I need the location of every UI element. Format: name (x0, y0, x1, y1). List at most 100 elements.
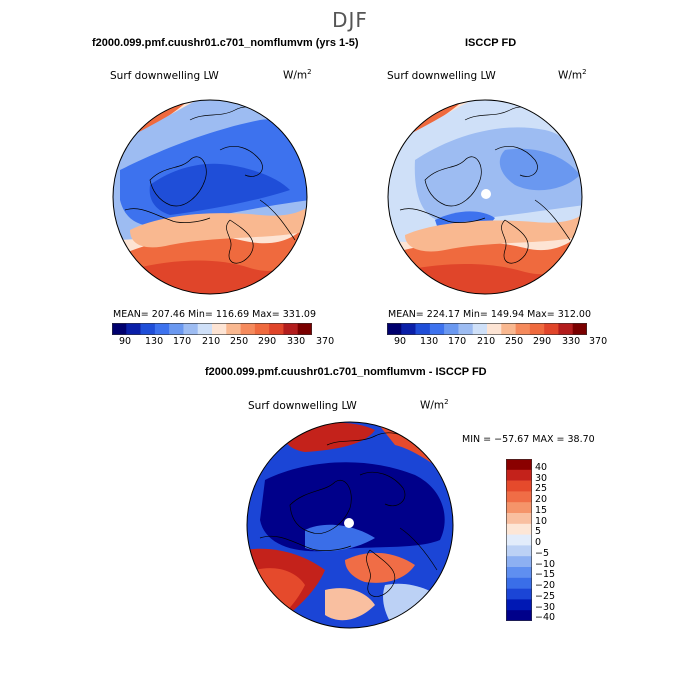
diff-cbar-label: 40 (535, 462, 548, 473)
diff-cbar-label: 20 (535, 494, 548, 505)
colorbar-swatch (429, 323, 445, 335)
colorbar-swatch (169, 323, 184, 335)
colorbar-swatch (506, 502, 532, 514)
obs-cbar-label: 130 (420, 336, 439, 347)
colorbar-swatch (240, 323, 256, 335)
season-title: DJF (332, 8, 368, 32)
diff-cbar-label: −25 (535, 591, 556, 602)
obs-stats: MEAN= 224.17 Min= 149.94 Max= 312.00 (388, 309, 592, 320)
model-map-fill (113, 100, 307, 294)
colorbar-swatch (506, 523, 532, 535)
colorbar-swatch (197, 323, 213, 335)
colorbar-swatch (506, 577, 532, 589)
model-cbar-label: 250 (230, 336, 249, 347)
colorbar-swatch (254, 323, 270, 335)
diff-cbar-label: 15 (535, 505, 548, 516)
map-field-region (499, 148, 580, 191)
diff-cbar-label: −30 (535, 602, 556, 613)
model-cbar-label: 90 (119, 336, 132, 347)
map-field-region (405, 212, 582, 252)
colorbar-swatch (226, 323, 241, 335)
diff-cbar-label: −20 (535, 580, 556, 591)
obs-colorbar (387, 323, 587, 335)
colorbar-swatch (506, 567, 532, 579)
colorbar-swatch (515, 323, 531, 335)
model-cbar-label: 330 (287, 336, 306, 347)
diff-cbar-label: −5 (535, 548, 550, 559)
colorbar-swatch (501, 323, 516, 335)
colorbar-swatch (506, 545, 532, 557)
diff-cbar-label: 5 (535, 526, 542, 537)
diff-cbar-label: −10 (535, 559, 556, 570)
diff-panel-title: f2000.099.pmf.cuushr01.c701_nomflumvm - … (205, 366, 487, 378)
colorbar-swatch (401, 323, 416, 335)
map-field-region (345, 552, 415, 583)
colorbar-swatch (506, 480, 532, 492)
model-units-label: W/m2 (283, 68, 312, 82)
diff-cbar-label: 0 (535, 537, 542, 548)
model-polar-map (112, 99, 308, 295)
diff-cbar-label: 30 (535, 473, 548, 484)
obs-polar-map (387, 99, 583, 295)
model-cbar-label: 290 (258, 336, 277, 347)
map-field-region (383, 583, 453, 628)
model-field-label: Surf downwelling LW (110, 70, 219, 82)
obs-cbar-label: 170 (448, 336, 467, 347)
map-field-region (149, 163, 290, 215)
obs-cbar-label: 210 (477, 336, 496, 347)
colorbar-swatch (283, 323, 299, 335)
obs-map-border (387, 99, 583, 295)
diff-cbar-label: −15 (535, 569, 556, 580)
model-colorbar-labels: 90 130 170 210 250 290 330 370 (112, 336, 334, 348)
obs-field-label: Surf downwelling LW (387, 70, 496, 82)
obs-colorbar-labels: 90 130 170 210 250 290 330 370 (387, 336, 607, 348)
diff-polar-map (246, 421, 454, 629)
colorbar-swatch (506, 469, 532, 481)
colorbar-swatch (558, 323, 574, 335)
colorbar-swatch (126, 323, 141, 335)
colorbar-swatch (529, 323, 545, 335)
colorbar-swatch (183, 323, 199, 335)
colorbar-swatch (544, 323, 559, 335)
diff-cbar-label: 10 (535, 516, 548, 527)
colorbar-swatch (506, 588, 532, 600)
colorbar-swatch (387, 323, 402, 335)
obs-cbar-label: 90 (394, 336, 407, 347)
obs-panel-title: ISCCP FD (465, 37, 517, 49)
diff-cbar-label: 25 (535, 483, 548, 494)
diff-colorbar-labels: 40 30 25 20 15 10 5 0 −5 −10 −15 −20 −25… (535, 459, 575, 629)
colorbar-swatch (154, 323, 170, 335)
diff-stats: MIN = −57.67 MAX = 38.70 (462, 434, 595, 445)
colorbar-swatch (506, 556, 532, 568)
obs-cbar-label: 330 (562, 336, 581, 347)
colorbar-swatch (458, 323, 474, 335)
colorbar-swatch (506, 459, 532, 471)
model-colorbar (112, 323, 312, 335)
model-coastlines (124, 106, 296, 264)
diff-units-label: W/m2 (420, 398, 449, 412)
colorbar-swatch (415, 323, 431, 335)
model-cbar-label: 370 (316, 336, 335, 347)
colorbar-swatch (269, 323, 284, 335)
model-cbar-label: 210 (202, 336, 221, 347)
model-panel-title: f2000.099.pmf.cuushr01.c701_nomflumvm (y… (92, 37, 359, 49)
diff-colorbar (506, 459, 532, 621)
diff-map-border (246, 421, 454, 629)
obs-pole-hole (481, 189, 491, 199)
colorbar-swatch (572, 323, 587, 335)
obs-cbar-label: 290 (533, 336, 552, 347)
map-field-region (414, 127, 582, 222)
colorbar-swatch (140, 323, 156, 335)
obs-cbar-label: 370 (589, 336, 608, 347)
map-field-region (325, 588, 375, 621)
obs-cbar-label: 250 (505, 336, 524, 347)
colorbar-swatch (506, 599, 532, 611)
colorbar-swatch (212, 323, 227, 335)
map-field-region (305, 524, 375, 552)
colorbar-swatch (112, 323, 127, 335)
model-map-border (112, 99, 308, 295)
colorbar-swatch (297, 323, 312, 335)
obs-units-label: W/m2 (558, 68, 587, 82)
obs-coastlines (399, 106, 571, 264)
diff-field-label: Surf downwelling LW (248, 400, 357, 412)
